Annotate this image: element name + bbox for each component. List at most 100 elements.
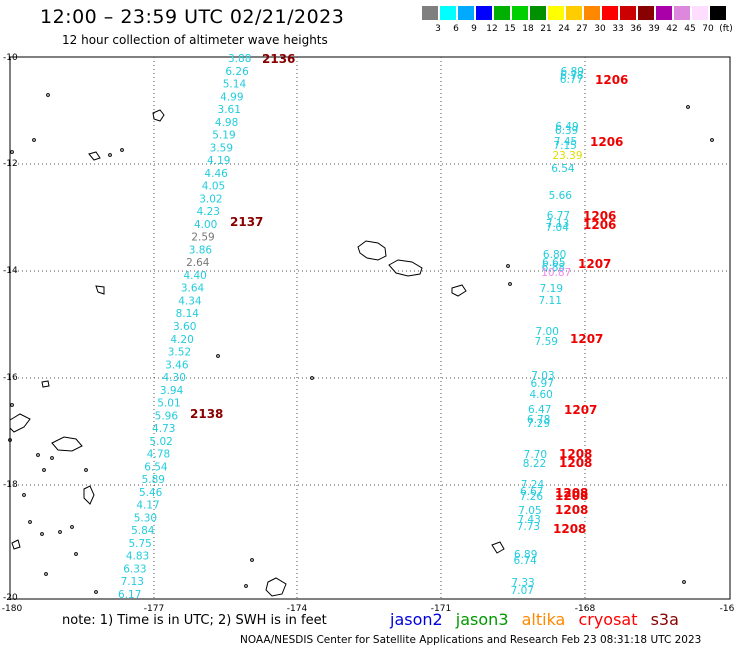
color-tick-label: 12 <box>486 24 498 34</box>
island-dot <box>216 354 220 358</box>
wave-height-label: 6.26 <box>225 66 249 78</box>
wave-height-label: 5.75 <box>128 538 151 550</box>
graticule <box>10 57 730 599</box>
wave-height-label: 6.17 <box>118 589 141 601</box>
wave-height-label: 3.46 <box>165 359 189 371</box>
island-dot <box>50 456 54 460</box>
wave-height-label: 6.67 <box>520 486 543 498</box>
legend-altika: altika <box>521 610 566 629</box>
wave-height-label: 6.89 <box>514 549 537 561</box>
island-dot <box>10 150 14 154</box>
wave-height-label: 3.86 <box>189 244 213 256</box>
wave-height-label: 7.70 <box>524 449 547 461</box>
wave-height-label: 4.46 <box>204 168 228 180</box>
map-subtitle: 12 hour collection of altimeter wave hei… <box>62 33 328 47</box>
wave-height-label: 5.01 <box>157 398 180 410</box>
color-swatch <box>710 6 726 20</box>
island-dot <box>10 403 14 407</box>
wave-height-label: 3.02 <box>199 193 222 205</box>
wave-height-label: 7.59 <box>535 336 558 348</box>
wave-height-label: 4.98 <box>215 117 238 129</box>
pass-label: 1208 <box>559 456 592 470</box>
wave-height-label: 4.20 <box>170 334 193 346</box>
wave-height-label: 4.30 <box>163 372 186 384</box>
color-tick-label: 6 <box>453 24 459 34</box>
islands <box>8 93 714 597</box>
island-outline <box>51 436 83 452</box>
island-outline <box>491 541 505 554</box>
wave-height-label: 7.13 <box>546 218 569 230</box>
island-dot <box>84 468 88 472</box>
wave-height-label: 2.64 <box>186 257 210 269</box>
wave-height-label: 4.60 <box>529 389 552 401</box>
wave-height-label: 6.47 <box>528 404 551 416</box>
wave-height-label: 7.07 <box>511 585 534 597</box>
wave-height-label: 7.19 <box>540 283 563 295</box>
color-swatch <box>548 6 564 20</box>
pass-label: 1208 <box>555 503 588 517</box>
wave-height-label: 6.49 <box>555 121 578 133</box>
color-swatch <box>440 6 456 20</box>
island-dot <box>120 148 124 152</box>
wave-height-label: 6.88 <box>542 262 565 274</box>
wave-height-label: 4.19 <box>207 155 230 167</box>
island-dot <box>70 525 74 529</box>
island-dot <box>46 93 50 97</box>
wave-height-label: 5.46 <box>139 487 163 499</box>
pass-label-2138: 2138 <box>190 407 223 421</box>
legend-cryosat: cryosat <box>578 610 638 629</box>
wave-height-label: 7.00 <box>536 326 559 338</box>
satellite-legend: jason2 jason3 altika cryosat s3a <box>390 610 687 629</box>
wave-height-label: 7.13 <box>121 576 144 588</box>
wave-height-label: 4.34 <box>178 295 202 307</box>
y-tick-label: -10 <box>3 53 18 63</box>
color-tick-label: 18 <box>522 24 534 34</box>
pass-label: 1206 <box>583 209 616 223</box>
island-dot <box>686 105 690 109</box>
color-swatch <box>584 6 600 20</box>
wave-height-label: 6.77 <box>547 210 570 222</box>
wave-height-label: 6.54 <box>144 461 168 473</box>
wave-height-label: 7.43 <box>517 514 540 526</box>
wave-height-label: 6.80 <box>543 249 566 261</box>
wave-height-label: 3.94 <box>160 385 184 397</box>
wave-height-label: 6.78 <box>560 70 583 82</box>
island-dot <box>682 580 686 584</box>
wave-height-label: 3.59 <box>210 142 233 154</box>
color-tick-label: 36 <box>630 24 642 34</box>
island-dot <box>74 552 78 556</box>
color-tick-label: 3 <box>435 24 441 34</box>
color-swatch <box>458 6 474 20</box>
color-tick-label: 70 <box>702 24 714 34</box>
wave-height-label: 5.14 <box>223 79 247 91</box>
wave-height-label: 10.87 <box>541 267 571 279</box>
wave-height-label: 6.54 <box>551 163 575 175</box>
wave-height-label: 6.89 <box>561 66 584 78</box>
color-tick-label: 39 <box>648 24 660 34</box>
island-dot <box>94 590 98 594</box>
pass-label: 1207 <box>578 257 611 271</box>
x-tick-label: -171 <box>431 604 451 614</box>
wave-height-label: 4.00 <box>194 219 217 231</box>
pass-label: 1207 <box>570 332 603 346</box>
color-tick-label: 30 <box>594 24 606 34</box>
axis-labels: -180 -177 -174 -171 -168 -16 -10 -12 -14 -16 -18 -2… <box>2 53 735 614</box>
wave-height-label: 4.99 <box>220 91 243 103</box>
wave-height-label: 5.89 <box>142 474 165 486</box>
color-tick-label: 24 <box>558 24 570 34</box>
wave-height-label: 4.23 <box>197 206 220 218</box>
island-dot <box>36 453 40 457</box>
footer-credit: NOAA/NESDIS Center for Satellite Applica… <box>240 634 702 646</box>
wave-height-label: 7.11 <box>539 295 562 307</box>
wave-height-label: 7.29 <box>527 418 550 430</box>
color-swatch <box>476 6 492 20</box>
wave-height-label: 5.96 <box>155 410 179 422</box>
wave-height-label: 5.19 <box>212 130 235 142</box>
wave-height-label: 7.03 <box>531 370 554 382</box>
color-tick-label: (ft) <box>719 24 733 34</box>
island-outline <box>357 240 387 261</box>
wave-height-label: 7.15 <box>553 140 576 152</box>
color-swatch <box>422 6 438 20</box>
island-dot <box>250 558 254 562</box>
y-tick-label: -12 <box>3 159 18 169</box>
